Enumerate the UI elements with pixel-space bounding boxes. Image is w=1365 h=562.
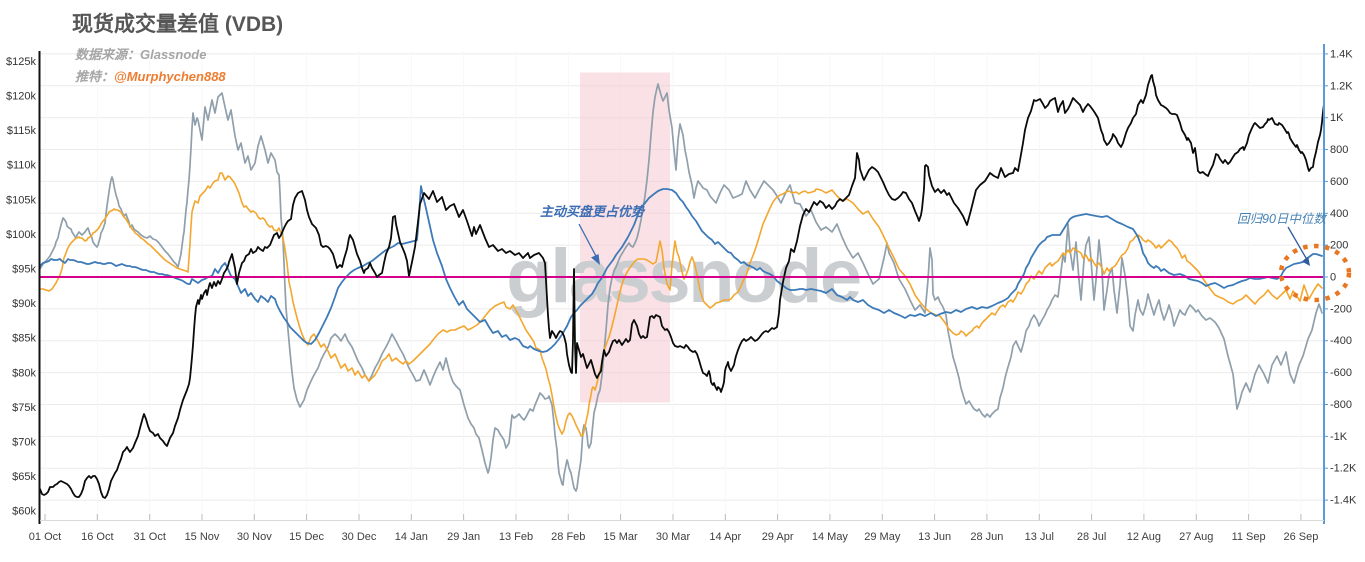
svg-text:30 Mar: 30 Mar (656, 531, 691, 543)
svg-text:27 Aug: 27 Aug (1179, 531, 1213, 543)
svg-text:30 Nov: 30 Nov (237, 531, 272, 543)
svg-text:1K: 1K (1330, 112, 1344, 124)
svg-text:0: 0 (1330, 272, 1336, 284)
svg-text:推特：@Murphychen888: 推特：@Murphychen888 (75, 69, 226, 84)
svg-text:$110k: $110k (7, 160, 37, 172)
svg-text:14 Apr: 14 Apr (709, 531, 741, 543)
svg-text:29 Jan: 29 Jan (447, 531, 480, 543)
svg-text:26 Sep: 26 Sep (1283, 531, 1318, 543)
svg-text:-1K: -1K (1330, 431, 1348, 443)
svg-text:30 Dec: 30 Dec (342, 531, 377, 543)
svg-text:600: 600 (1330, 176, 1348, 188)
svg-text:-600: -600 (1330, 367, 1352, 379)
svg-text:1.4K: 1.4K (1330, 48, 1353, 60)
svg-text:14 Jan: 14 Jan (395, 531, 428, 543)
svg-text:28 Jun: 28 Jun (970, 531, 1003, 543)
svg-text:$85k: $85k (12, 333, 36, 345)
svg-text:$100k: $100k (6, 229, 36, 241)
svg-text:29 May: 29 May (864, 531, 901, 543)
svg-text:15 Dec: 15 Dec (289, 531, 324, 543)
svg-text:现货成交量差值 (VDB): 现货成交量差值 (VDB) (72, 12, 283, 36)
svg-text:11 Sep: 11 Sep (1232, 531, 1266, 543)
svg-text:200: 200 (1330, 240, 1348, 252)
svg-text:31 Oct: 31 Oct (133, 531, 165, 543)
svg-text:$90k: $90k (12, 298, 36, 310)
svg-text:主动买盘更占优势: 主动买盘更占优势 (540, 204, 646, 219)
svg-text:800: 800 (1330, 144, 1348, 156)
svg-text:$120k: $120k (6, 91, 36, 103)
svg-text:1.2K: 1.2K (1330, 80, 1353, 92)
svg-text:$115k: $115k (7, 125, 37, 137)
svg-text:数据来源：Glassnode: 数据来源：Glassnode (75, 47, 206, 62)
svg-text:28 Jul: 28 Jul (1077, 531, 1106, 543)
svg-text:$80k: $80k (12, 367, 36, 379)
svg-text:12 Aug: 12 Aug (1127, 531, 1161, 543)
svg-text:16 Oct: 16 Oct (81, 531, 113, 543)
svg-text:01 Oct: 01 Oct (29, 531, 61, 543)
svg-text:$75k: $75k (12, 402, 36, 414)
svg-text:14 May: 14 May (812, 531, 849, 543)
svg-text:13 Jun: 13 Jun (918, 531, 951, 543)
svg-text:15 Nov: 15 Nov (185, 531, 220, 543)
svg-text:-400: -400 (1330, 335, 1352, 347)
svg-text:13 Feb: 13 Feb (499, 531, 533, 543)
svg-text:400: 400 (1330, 208, 1348, 220)
svg-text:28 Feb: 28 Feb (551, 531, 585, 543)
svg-text:$60k: $60k (12, 506, 36, 518)
svg-text:-200: -200 (1330, 303, 1352, 315)
svg-text:-800: -800 (1330, 399, 1352, 411)
svg-text:13 Jul: 13 Jul (1025, 531, 1054, 543)
svg-text:$65k: $65k (12, 471, 36, 483)
svg-text:-1.4K: -1.4K (1330, 495, 1357, 507)
svg-text:$125k: $125k (6, 56, 36, 68)
svg-text:$95k: $95k (12, 264, 36, 276)
svg-text:$105k: $105k (6, 194, 36, 206)
svg-text:-1.2K: -1.2K (1330, 463, 1357, 475)
svg-text:29 Apr: 29 Apr (762, 531, 794, 543)
svg-text:回归90日中位数: 回归90日中位数 (1237, 212, 1327, 226)
svg-text:$70k: $70k (12, 437, 36, 449)
svg-text:15 Mar: 15 Mar (603, 531, 638, 543)
